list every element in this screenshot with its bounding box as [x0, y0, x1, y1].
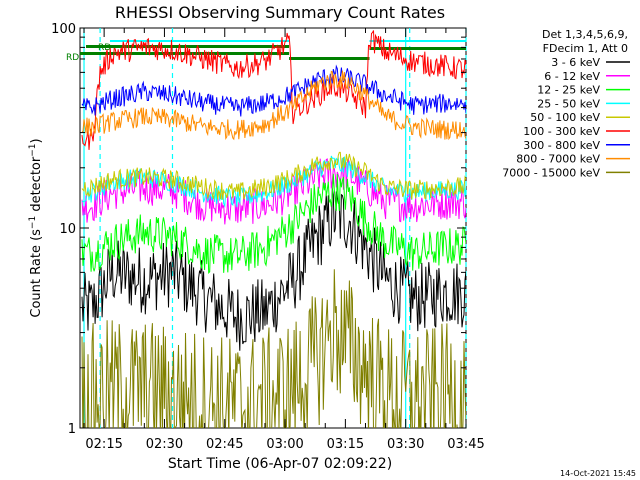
x-tick-label: 03:00 — [266, 437, 303, 452]
series-line-100to300keV-kev — [81, 30, 466, 150]
series-line-3to6keV-kev — [81, 188, 466, 351]
series-line-6to12keV-kev — [81, 158, 466, 225]
footer-date: 14-Oct-2021 15:45 — [560, 469, 636, 478]
legend-label: 100 - 300 keV — [523, 125, 600, 138]
y-axis-ticks: 1 10 100 — [51, 22, 466, 437]
x-axis-label: Start Time (06-Apr-07 02:09:22) — [168, 456, 392, 472]
legend-label: 3 - 6 keV — [551, 56, 600, 69]
series-line-50to100keV-kev — [81, 151, 466, 200]
status-bar — [110, 40, 290, 42]
series-line-300to800keV-kev — [81, 64, 466, 117]
legend-header: FDecim 1, Att 0 — [543, 42, 628, 55]
legend-label: 25 - 50 keV — [537, 97, 600, 110]
series-line-7000to15000keV-kev — [81, 269, 466, 428]
status-bar — [289, 57, 370, 60]
legend: Det 1,3,4,5,6,9,FDecim 1, Att 03 - 6 keV… — [502, 28, 630, 179]
x-tick-label: 02:45 — [206, 437, 243, 452]
series-group — [81, 30, 466, 428]
legend-label: 12 - 25 keV — [537, 84, 600, 97]
flag-label-rd-lower: RD — [66, 53, 79, 63]
legend-label: 7000 - 15000 keV — [502, 166, 600, 179]
x-axis-ticks: 02:15 02:30 02:45 03:00 03:15 03:30 03:45 — [83, 28, 485, 452]
chart-title: RHESSI Observing Summary Count Rates — [115, 3, 445, 22]
y-tick-label: 1 — [68, 422, 76, 437]
y-axis-label: Count Rate (s−1 detector−1) — [28, 138, 44, 317]
x-tick-label: 03:45 — [447, 437, 484, 452]
x-tick-label: 03:30 — [387, 437, 424, 452]
legend-label: 6 - 12 keV — [544, 70, 600, 83]
flag-label-rd-upper: RD — [98, 43, 111, 53]
status-bars — [80, 40, 466, 60]
legend-header: Det 1,3,4,5,6,9, — [542, 28, 628, 41]
x-tick-label: 02:15 — [85, 437, 122, 452]
series-line-12to25keV-kev — [81, 173, 466, 274]
status-bar — [369, 47, 466, 50]
y-tick-label: 10 — [59, 222, 76, 237]
legend-label: 300 - 800 keV — [523, 139, 600, 152]
status-bar — [86, 45, 290, 48]
x-tick-label: 02:30 — [146, 437, 183, 452]
x-tick-label: 03:15 — [327, 437, 364, 452]
legend-label: 800 - 7000 keV — [516, 153, 600, 166]
y-tick-label: 100 — [51, 22, 76, 37]
legend-label: 50 - 100 keV — [530, 111, 600, 124]
series-line-800to7000keV-kev — [81, 70, 466, 141]
status-bar — [369, 40, 466, 42]
